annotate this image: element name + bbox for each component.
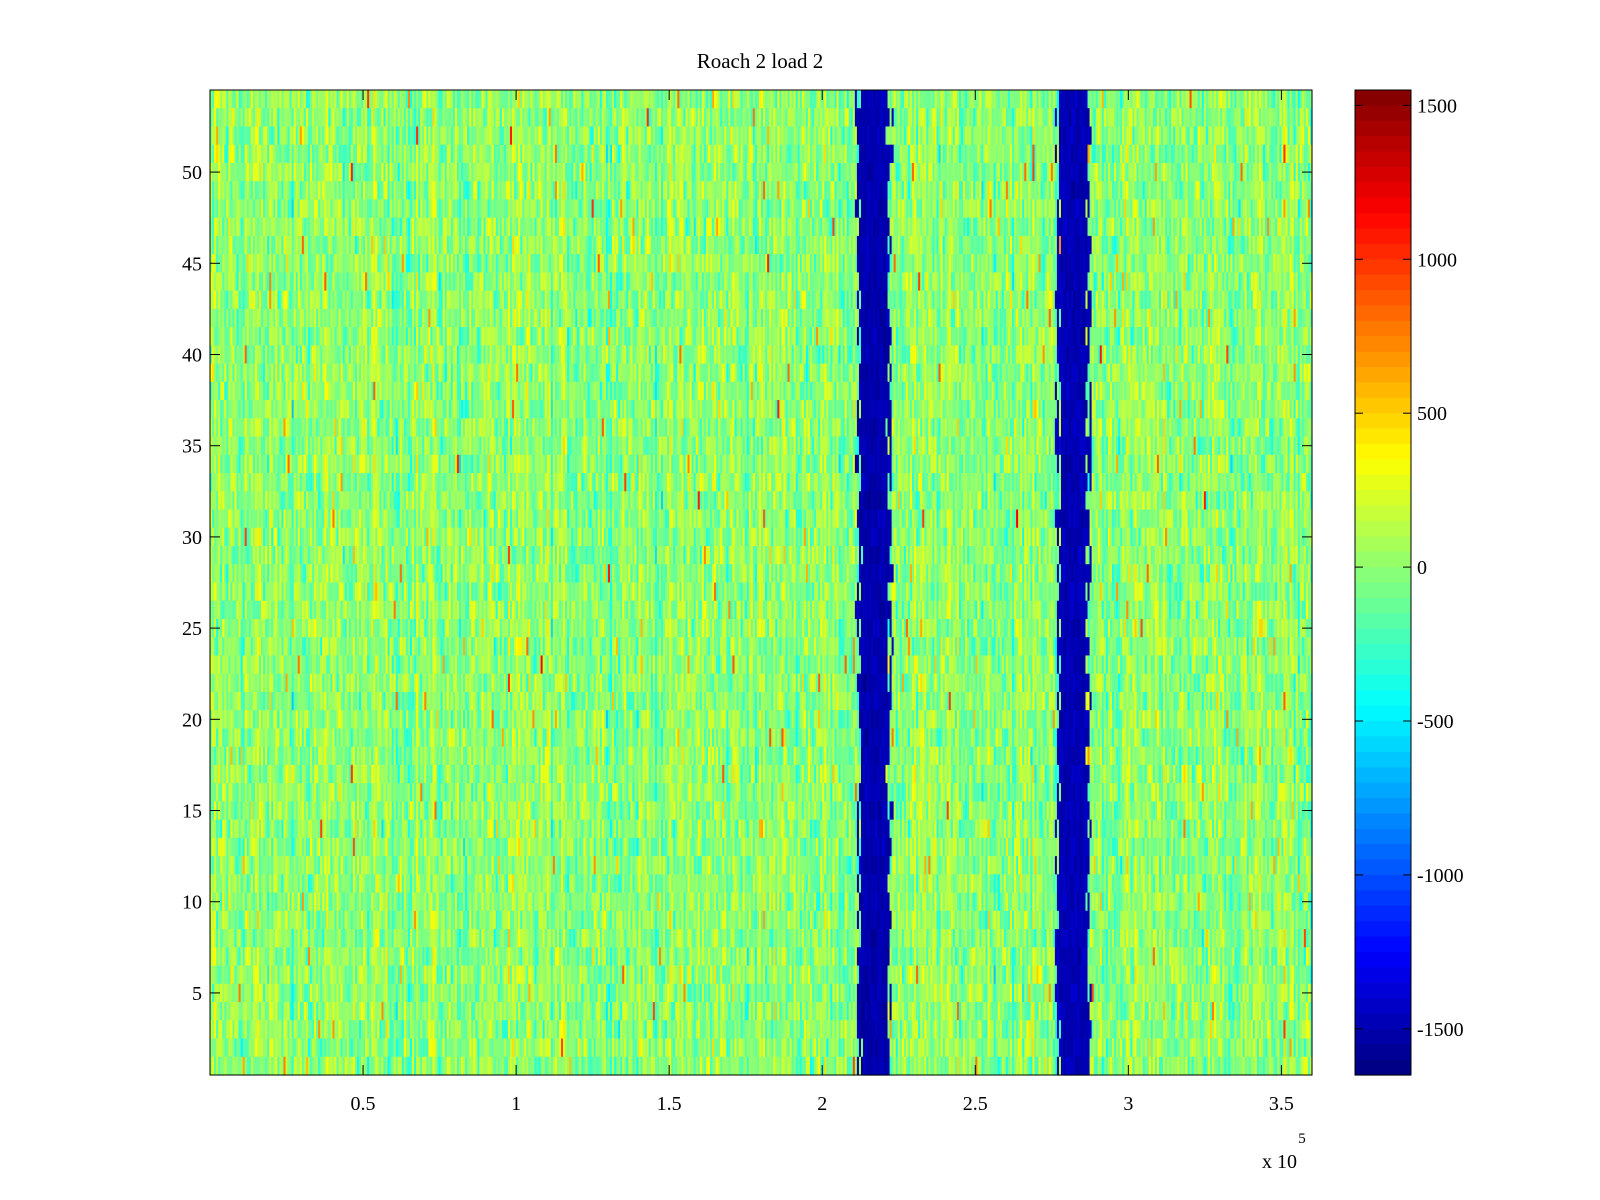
heatmap-cells xyxy=(210,90,1313,1076)
chart-title: Roach 2 load 2 xyxy=(697,49,824,73)
